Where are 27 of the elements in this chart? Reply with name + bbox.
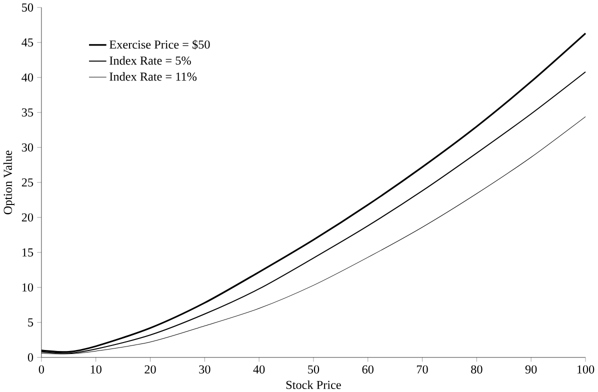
y-tick-label: 50 [22, 3, 34, 12]
y-tick-label: 45 [22, 38, 34, 46]
x-tick-label: 40 [253, 365, 265, 374]
x-tick-label: 80 [471, 365, 482, 374]
x-tick-label: 0 [38, 365, 44, 374]
y-tick-label: 40 [22, 73, 34, 82]
y-tick-label: 20 [22, 213, 34, 222]
y-axis-title: Option Value [3, 150, 14, 214]
y-tick-label: 35 [22, 108, 34, 116]
y-tick-label: 30 [22, 143, 34, 152]
y-tick-label: 15 [22, 248, 34, 256]
x-tick-label: 50 [308, 365, 320, 374]
legend-label: Index Rate = 5% [110, 56, 191, 65]
x-tick-label: 30 [199, 365, 210, 374]
x-tick-label: 100 [577, 365, 594, 374]
x-tick-label: 90 [525, 365, 537, 374]
y-tick-label: 25 [22, 178, 34, 186]
x-tick-label: 70 [416, 365, 428, 374]
y-tick-label: 5 [28, 318, 34, 326]
x-tick-label: 10 [90, 365, 102, 374]
y-tick-label: 0 [28, 353, 34, 362]
y-tick-label: 10 [22, 283, 34, 292]
x-tick-label: 20 [144, 365, 156, 374]
legend-label: Index Rate = 11% [110, 72, 197, 81]
x-axis-title: Stock Price [286, 380, 341, 389]
legend-label: Exercise Price = $50 [110, 40, 210, 50]
x-tick-label: 60 [362, 365, 374, 374]
